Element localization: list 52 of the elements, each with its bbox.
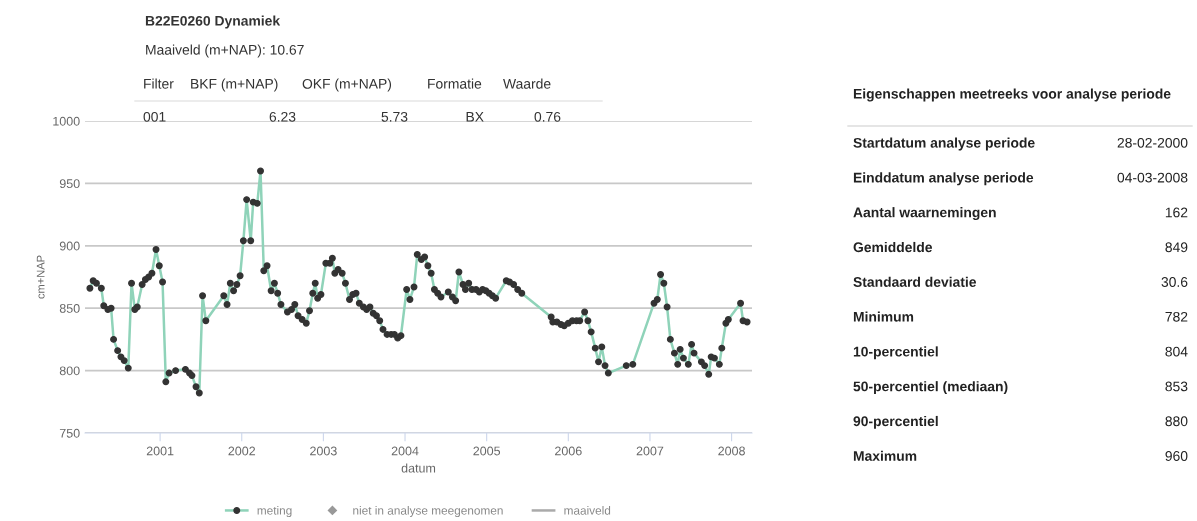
x-tick-label: 2001 bbox=[146, 446, 174, 456]
text: 853 bbox=[1165, 381, 1188, 392]
y-tick-label: 1000 bbox=[53, 116, 80, 126]
chart-title: B22E0260 Dynamiek bbox=[145, 15, 281, 29]
x-tick-label: 2004 bbox=[391, 446, 419, 456]
x-tick-label: 2002 bbox=[228, 446, 256, 456]
x-tick-label: 2006 bbox=[555, 446, 582, 456]
text: Waarde bbox=[503, 78, 551, 89]
text: BKF (m+NAP) bbox=[191, 78, 278, 92]
text: Eigenschappen meetreeks voor analyse periode bbox=[853, 88, 1171, 102]
text: Filter bbox=[144, 78, 174, 89]
text: OKF (m+NAP) bbox=[302, 78, 392, 92]
text: 849 bbox=[1165, 242, 1188, 253]
text: 90-percentiel bbox=[853, 415, 938, 429]
text: Standaard deviatie bbox=[853, 276, 977, 287]
x-tick-label: 2008 bbox=[718, 446, 745, 456]
annotation: 5.73 bbox=[381, 111, 408, 122]
annotation: 0.76 bbox=[534, 111, 561, 122]
chart-subtitle: Maaiveld (m+NAP): 10.67 bbox=[146, 44, 304, 58]
text: 04-03-2008 bbox=[1117, 172, 1188, 183]
y-tick-label: 750 bbox=[59, 428, 80, 438]
text: Formatie bbox=[428, 78, 482, 89]
annotation: BX bbox=[466, 112, 484, 122]
legend-label: meting bbox=[257, 506, 292, 518]
text: 28-02-2000 bbox=[1117, 137, 1188, 148]
text: 30.6 bbox=[1161, 277, 1188, 287]
text: 880 bbox=[1165, 416, 1188, 427]
y-tick-label: 950 bbox=[59, 179, 80, 189]
legend-label: maaiveld bbox=[564, 506, 611, 515]
legend-label: niet in analyse meegenomen bbox=[353, 506, 503, 518]
text: Gemiddelde bbox=[853, 241, 933, 253]
text: Aantal waarnemingen bbox=[853, 207, 996, 221]
annotation: 6.23 bbox=[269, 111, 296, 122]
x-tick-label: 2003 bbox=[310, 446, 337, 456]
y-tick-label: 850 bbox=[59, 304, 80, 313]
text: 50-percentiel (mediaan) bbox=[853, 381, 1008, 395]
text: 162 bbox=[1165, 207, 1188, 218]
x-tick-label: 2007 bbox=[636, 446, 664, 456]
annotation: 001 bbox=[143, 111, 166, 122]
text: Einddatum analyse periode bbox=[853, 172, 1034, 186]
x-axis-title: datum bbox=[401, 463, 436, 473]
text: Maximum bbox=[853, 450, 917, 461]
text: Startdatum analyse periode bbox=[853, 137, 1035, 151]
text: 960 bbox=[1165, 451, 1188, 461]
text: 10-percentiel bbox=[853, 346, 938, 360]
y-tick-label: 800 bbox=[59, 366, 80, 376]
x-tick-label: 2005 bbox=[473, 446, 501, 456]
y-axis-title: cm+NAP bbox=[36, 255, 45, 299]
text: 782 bbox=[1165, 311, 1188, 322]
text: 804 bbox=[1165, 346, 1188, 357]
y-tick-label: 900 bbox=[59, 241, 80, 251]
text: Minimum bbox=[853, 311, 914, 322]
